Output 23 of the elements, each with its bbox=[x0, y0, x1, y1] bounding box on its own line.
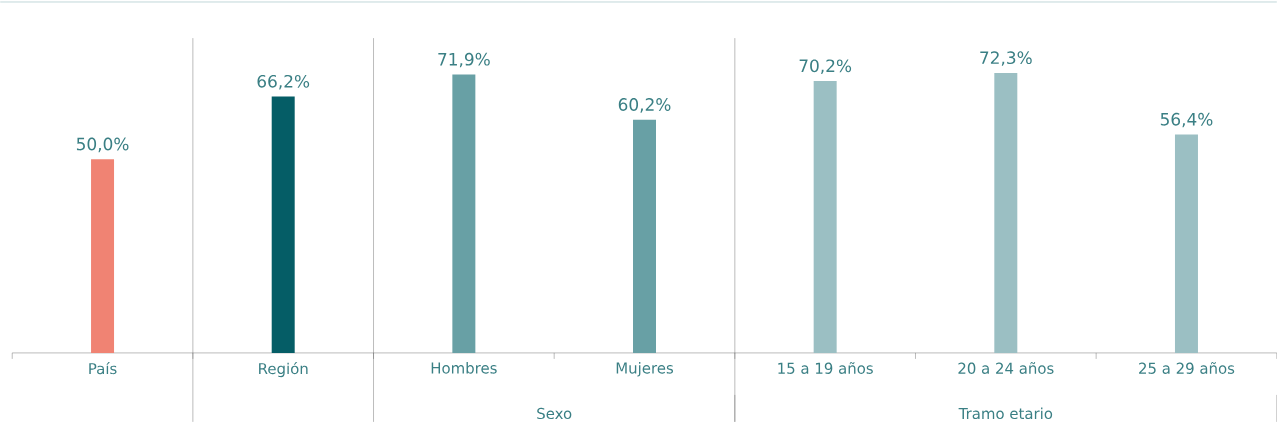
bar bbox=[633, 119, 656, 353]
x-tick-label: País bbox=[89, 362, 117, 375]
text: Sexo bbox=[537, 407, 572, 420]
data-label: 71,9% bbox=[438, 52, 490, 68]
x-tick-label: 25 a 29 años bbox=[1139, 362, 1235, 374]
data-label: 72,3% bbox=[980, 51, 1032, 66]
x-tick-label: Hombres bbox=[431, 362, 497, 374]
data-label: 60,2% bbox=[618, 98, 671, 113]
bar bbox=[994, 72, 1018, 353]
bar bbox=[452, 74, 476, 353]
x-tick-label: 15 a 19 años bbox=[778, 362, 873, 374]
text: Tramo etario bbox=[958, 407, 1053, 420]
bar bbox=[1174, 134, 1198, 353]
data-label: 66,2% bbox=[257, 74, 310, 90]
bar bbox=[813, 81, 837, 353]
bar bbox=[271, 96, 295, 353]
data-label: 50,0% bbox=[76, 137, 129, 153]
x-tick-label: Mujeres bbox=[616, 362, 674, 377]
data-label: 56,4% bbox=[1160, 112, 1213, 128]
bar bbox=[91, 159, 115, 353]
x-tick-label: 20 a 24 años bbox=[958, 362, 1054, 374]
x-tick-label: Región bbox=[259, 362, 308, 378]
data-label: 70,2% bbox=[799, 59, 852, 74]
